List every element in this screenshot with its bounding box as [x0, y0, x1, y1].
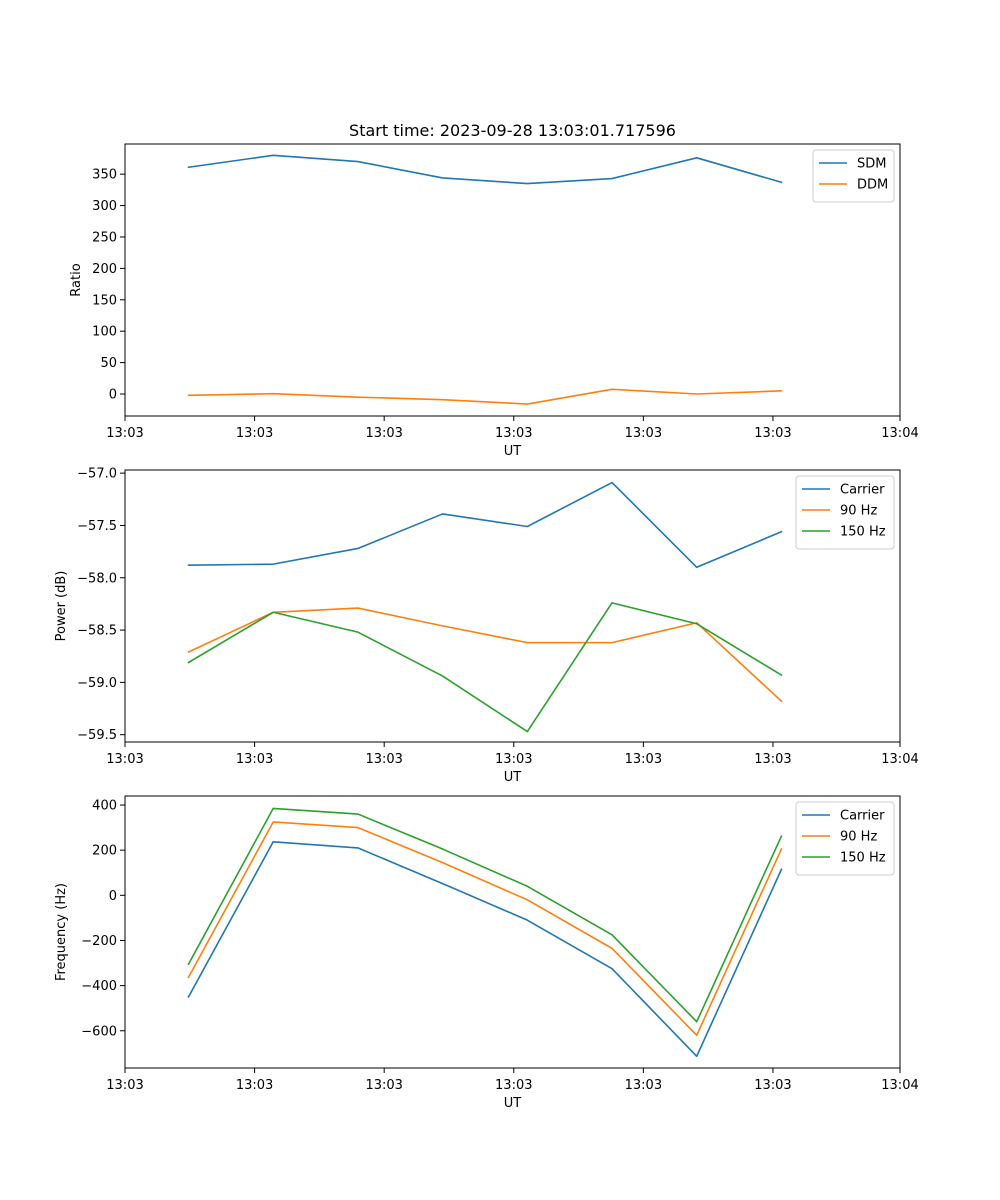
chart-1-y-tick-label: −58.0 [77, 571, 117, 586]
chart-1-legend-label: 150 Hz [840, 525, 886, 540]
chart-1-series-line-150-hz [187, 602, 783, 733]
chart-0-x-tick-label: 13:03 [754, 426, 791, 441]
chart-1-y-tick-label: −58.5 [77, 624, 117, 639]
ratio-chart: 13:03 13:03 13:03 13:03 13:03 13:03 13:04 0 50 10… [69, 143, 919, 459]
chart-2-x-tick-label: 13:03 [625, 1078, 662, 1093]
chart-0-y-tick-label: 250 [92, 230, 117, 245]
chart-1-y-tick-label: −57.0 [77, 467, 117, 482]
chart-2-series-line-150-hz [187, 807, 783, 1023]
chart-1-y-tick-label: −59.0 [77, 676, 117, 691]
chart-2-y-tick-label: −600 [81, 1024, 117, 1039]
chart-1-x-tick-label: 13:03 [365, 752, 402, 767]
chart-2-series-line-90-hz [187, 821, 783, 1037]
chart-0-x-tick-label: 13:03 [106, 426, 143, 441]
chart-0-y-tick-label: 50 [100, 356, 117, 371]
chart-1-y-tick-label: −59.5 [77, 728, 117, 743]
chart-1-legend-label: Carrier [840, 483, 885, 498]
chart-1-x-tick-label: 13:04 [881, 752, 918, 767]
chart-2-axes-frame [124, 795, 901, 1069]
chart-0-legend-label: SDM [857, 157, 886, 172]
chart-2-y-axis-label: Frequency (Hz) [54, 883, 69, 981]
chart-2-legend-label: Carrier [840, 809, 885, 824]
chart-1-x-tick-label: 13:03 [754, 752, 791, 767]
chart-0-x-tick-label: 13:03 [495, 426, 532, 441]
chart-1-x-tick-label: 13:03 [625, 752, 662, 767]
chart-1-y-tick-label: −57.5 [77, 519, 117, 534]
chart-0-legend-label: DDM [857, 178, 888, 193]
chart-2-legend-label: 150 Hz [840, 851, 886, 866]
chart-1-axes-frame [124, 469, 901, 743]
chart-2-y-tick-label: 0 [109, 889, 117, 904]
figure-title: Start time: 2023-09-28 13:03:01.717596 [349, 121, 676, 140]
chart-0-y-tick-label: 300 [92, 199, 117, 214]
chart-2-x-tick-label: 13:04 [881, 1078, 918, 1093]
chart-1-x-tick-label: 13:03 [236, 752, 273, 767]
chart-1-legend-label: 90 Hz [840, 504, 877, 519]
chart-2-series-line-carrier [187, 841, 783, 1058]
chart-0-x-tick-label: 13:03 [625, 426, 662, 441]
chart-2-x-tick-label: 13:03 [754, 1078, 791, 1093]
chart-0-x-tick-label: 13:03 [236, 426, 273, 441]
chart-0-y-tick-label: 350 [92, 168, 117, 183]
chart-2-x-tick-label: 13:03 [495, 1078, 532, 1093]
chart-1-series-line-carrier [187, 481, 783, 569]
chart-2-legend-label: 90 Hz [840, 830, 877, 845]
chart-0-y-tick-label: 100 [92, 325, 117, 340]
chart-2-x-tick-label: 13:03 [236, 1078, 273, 1093]
chart-2-y-tick-label: 200 [92, 844, 117, 859]
frequency-chart: 13:03 13:03 13:03 13:03 13:03 13:03 13:04 −600 −… [54, 795, 919, 1111]
chart-1-x-tick-label: 13:03 [106, 752, 143, 767]
chart-2-y-tick-label: 400 [92, 799, 117, 814]
chart-0-series-line-sdm [187, 154, 783, 185]
chart-2-y-tick-label: −200 [81, 934, 117, 949]
chart-0-y-tick-label: 150 [92, 293, 117, 308]
chart-1-x-axis-label: UT [504, 770, 522, 785]
chart-0-x-axis-label: UT [504, 444, 522, 459]
chart-0-x-tick-label: 13:04 [881, 426, 918, 441]
chart-2-y-tick-label: −400 [81, 979, 117, 994]
chart-0-x-tick-label: 13:03 [365, 426, 402, 441]
chart-1-x-tick-label: 13:03 [495, 752, 532, 767]
chart-2-x-axis-label: UT [504, 1096, 522, 1111]
chart-2-x-tick-label: 13:03 [365, 1078, 402, 1093]
chart-0-y-tick-label: 200 [92, 262, 117, 277]
chart-1-y-axis-label: Power (dB) [54, 571, 69, 642]
chart-2-x-tick-label: 13:03 [106, 1078, 143, 1093]
chart-0-y-tick-label: 0 [109, 388, 117, 403]
chart-1-series-line-90-hz [187, 607, 783, 703]
chart-0-series-line-ddm [187, 388, 783, 405]
chart-0-y-axis-label: Ratio [69, 263, 84, 296]
power-chart: 13:03 13:03 13:03 13:03 13:03 13:03 13:04 −59.5… [54, 467, 919, 785]
chart-0-axes-frame [124, 143, 901, 417]
